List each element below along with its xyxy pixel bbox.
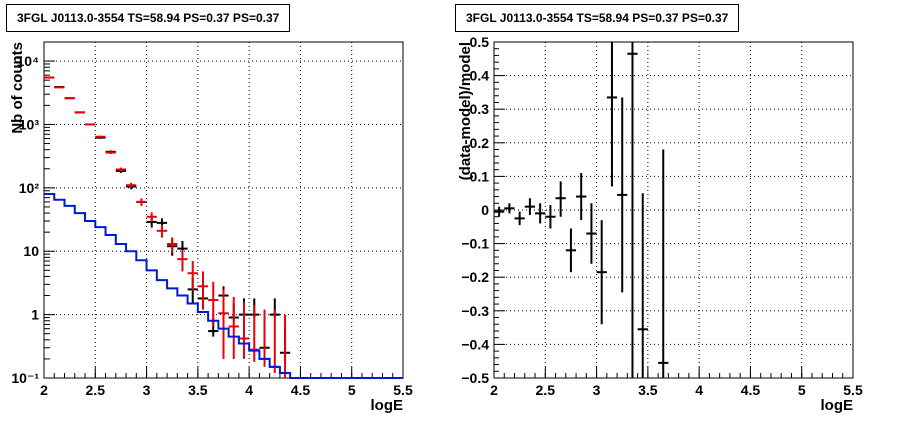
y-tick-label: −0.5	[461, 370, 489, 386]
model-point	[279, 314, 291, 378]
model-point	[95, 135, 106, 138]
model-point	[115, 167, 127, 172]
y-tick-label: −0.3	[461, 303, 489, 319]
x-tick-label: 3.5	[188, 382, 208, 398]
x-tick-label: 4	[245, 382, 253, 398]
y-tick-label: 0.1	[470, 168, 490, 184]
x-tick-label: 2	[490, 382, 498, 398]
y-tick-label: −0.1	[461, 236, 489, 252]
plot-frame	[43, 41, 404, 379]
model-point	[126, 182, 137, 188]
x-tick-label: 3.5	[638, 382, 658, 398]
y-tick-label: 0.2	[470, 135, 490, 151]
y-tick-label: 0	[481, 202, 489, 218]
right-plot-title: 3FGL J0113.0-3554 TS=58.94 PS=0.37 PS=0.…	[455, 4, 740, 32]
x-tick-label: 4.5	[741, 382, 761, 398]
data-point	[627, 42, 638, 378]
model-point	[249, 305, 260, 362]
residuals-chart: 2 2.5 3 3.5 4 4.5 5 5.5 −0.5 −0.4 −0.3 −0.2 −0.1 0 0.1…	[457, 34, 863, 414]
x-tick-label: 5	[798, 382, 806, 398]
left-panel: 3FGL J0113.0-3554 TS=58.94 PS=0.37 PS=0.…	[6, 4, 413, 414]
x-tick-label: 3	[143, 382, 151, 398]
model-point	[187, 261, 198, 291]
x-tick-label: 5.5	[393, 382, 413, 398]
y-tick-label: −0.4	[461, 336, 489, 352]
x-axis-title: logE	[821, 397, 854, 414]
model-point	[177, 249, 188, 272]
data-point	[565, 228, 577, 273]
y-tick-label: 10	[23, 243, 39, 259]
data-point	[504, 203, 515, 214]
x-axis-title: logE	[371, 397, 404, 414]
data-point	[617, 97, 628, 293]
model-point	[238, 301, 250, 359]
y-axis-title: Nb of counts	[9, 42, 26, 134]
y-tick-label: 10⁴	[17, 53, 40, 69]
data-point	[658, 149, 669, 378]
data-point	[494, 206, 505, 217]
data-point	[514, 211, 525, 226]
model-point	[218, 289, 229, 359]
model-point	[54, 86, 65, 89]
x-tick-label: 2.5	[86, 382, 106, 398]
right-panel: 3FGL J0113.0-3554 TS=58.94 PS=0.37 PS=0.…	[449, 0, 898, 421]
data-point	[524, 198, 536, 216]
data-point	[555, 181, 566, 217]
data-point	[606, 42, 618, 187]
x-tick-label: 5	[348, 382, 356, 398]
model-point	[167, 237, 178, 253]
model-point	[136, 198, 147, 206]
data-point	[535, 203, 546, 224]
y-tick-label: 10⁻¹	[11, 370, 39, 386]
x-tick-label: 2	[40, 382, 48, 398]
model-point	[44, 76, 55, 79]
y-tick-label: 10²	[19, 180, 40, 196]
plot-frame	[493, 41, 854, 379]
model-point	[74, 111, 86, 114]
model-point	[208, 281, 219, 327]
model-point	[64, 97, 75, 100]
counts-spectrum-chart: 2 2.5 3 3.5 4 4.5 5 5.5 10⁻¹ 1 10 10² 10³ 10⁴ logE Nb o…	[9, 41, 413, 414]
data-point	[576, 173, 587, 221]
x-tick-label: 4	[695, 382, 703, 398]
x-tick-label: 4.5	[291, 382, 311, 398]
model-point	[269, 309, 280, 373]
model-point	[105, 151, 116, 155]
y-tick-label: 1	[31, 307, 39, 323]
left-plot-title: 3FGL J0113.0-3554 TS=58.94 PS=0.37 PS=0.…	[6, 4, 291, 32]
y-axis-title: (data-model)/model	[457, 42, 474, 180]
model-point	[85, 123, 96, 126]
data-point	[637, 193, 648, 378]
data-point	[596, 220, 607, 325]
y-tick-label: 10³	[19, 116, 40, 132]
data-point	[586, 203, 597, 264]
model-point	[156, 224, 168, 238]
x-tick-label: 5.5	[843, 382, 863, 398]
background-model-step-line	[44, 192, 403, 379]
model-point	[197, 271, 209, 310]
x-tick-label: 2.5	[536, 382, 556, 398]
y-tick-label: 0.3	[470, 101, 490, 117]
model-point	[228, 296, 239, 359]
y-tick-label: 0.5	[470, 34, 490, 50]
model-point	[146, 212, 157, 222]
y-tick-label: 0.4	[470, 68, 490, 84]
y-tick-label: −0.2	[461, 269, 489, 285]
data-point	[545, 204, 556, 229]
x-tick-label: 3	[593, 382, 601, 398]
